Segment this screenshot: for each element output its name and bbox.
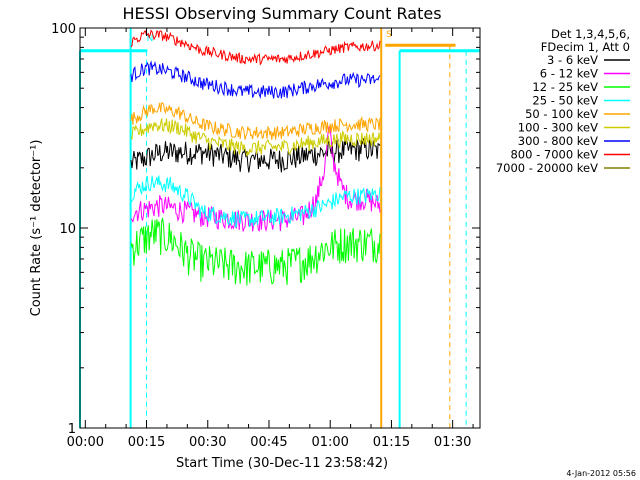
- series-line-6: [130, 60, 381, 99]
- legend-label-4: 50 - 100 keV: [525, 107, 598, 121]
- series-line-2: [130, 217, 381, 286]
- y-tick-label-0: 1: [68, 422, 76, 437]
- series-line-4: [130, 101, 381, 140]
- legend-header-0: Det 1,3,4,5,6,: [551, 27, 630, 41]
- legend-label-3: 25 - 50 keV: [532, 94, 598, 108]
- x-tick-label-5: 01:15: [373, 435, 410, 450]
- legend-label-1: 6 - 12 keV: [540, 67, 598, 81]
- y-axis-label: Count Rate (s⁻¹ detector⁻¹): [29, 140, 44, 317]
- x-axis-label: Start Time (30-Dec-11 23:58:42): [176, 456, 388, 471]
- legend-label-2: 12 - 25 keV: [532, 80, 598, 94]
- series-line-7: [130, 29, 381, 66]
- legend-header-1: FDecim 1, Att 0: [541, 40, 630, 54]
- x-tick-label-1: 00:15: [128, 435, 165, 450]
- annotation-s: S: [386, 30, 392, 40]
- x-tick-label-4: 01:00: [311, 435, 348, 450]
- x-tick-label-6: 01:30: [434, 435, 471, 450]
- y-tick-label-2: 100: [51, 22, 76, 37]
- timestamp: 4-Jan-2012 05:56: [566, 469, 636, 478]
- annotation-n: N: [147, 34, 154, 44]
- series-line-5: [130, 118, 381, 157]
- series-line-0: [130, 138, 381, 173]
- chart-title: HESSI Observing Summary Count Rates: [122, 4, 441, 23]
- x-tick-label-0: 00:00: [67, 435, 104, 450]
- x-tick-label-3: 00:45: [250, 435, 287, 450]
- y-tick-label-1: 10: [59, 222, 76, 237]
- legend-label-5: 100 - 300 keV: [518, 121, 598, 135]
- legend-label-8: 7000 - 20000 keV: [496, 161, 598, 175]
- legend-label-6: 300 - 800 keV: [518, 134, 598, 148]
- legend-label-0: 3 - 6 keV: [547, 53, 598, 67]
- series-line-3: [130, 175, 381, 228]
- legend-label-7: 800 - 7000 keV: [510, 148, 598, 162]
- x-tick-label-2: 00:30: [189, 435, 226, 450]
